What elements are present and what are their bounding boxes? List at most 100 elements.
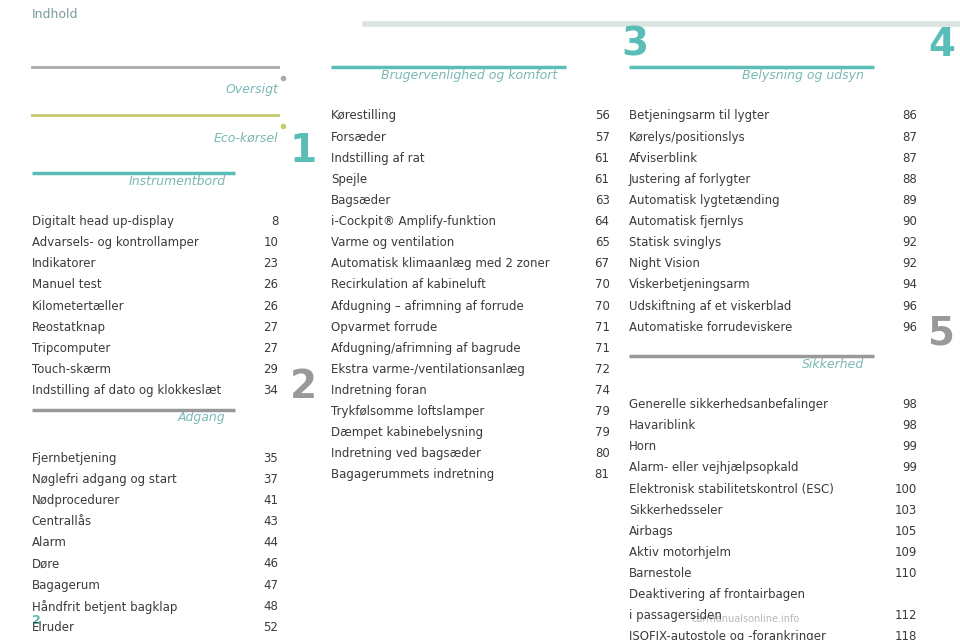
Text: Advarsels- og kontrollamper: Advarsels- og kontrollamper bbox=[32, 236, 199, 249]
Text: 4: 4 bbox=[928, 26, 955, 64]
Text: 56: 56 bbox=[595, 109, 610, 122]
Text: 86: 86 bbox=[902, 109, 917, 122]
Text: Automatiske forrudeviskere: Automatiske forrudeviskere bbox=[629, 321, 792, 333]
Text: Automatisk lygtetænding: Automatisk lygtetænding bbox=[629, 194, 780, 207]
Text: 87: 87 bbox=[902, 131, 917, 143]
Text: 27: 27 bbox=[263, 342, 278, 355]
Text: 57: 57 bbox=[595, 131, 610, 143]
Text: carmanualsonline.info: carmanualsonline.info bbox=[691, 614, 800, 624]
Text: 74: 74 bbox=[594, 384, 610, 397]
Text: Spejle: Spejle bbox=[331, 173, 368, 186]
Text: Indstilling af dato og klokkeslæt: Indstilling af dato og klokkeslæt bbox=[32, 384, 221, 397]
Text: Nødprocedurer: Nødprocedurer bbox=[32, 494, 120, 507]
Text: 99: 99 bbox=[901, 461, 917, 474]
Text: 92: 92 bbox=[901, 236, 917, 249]
Text: Alarm- eller vejhjælpsopkald: Alarm- eller vejhjælpsopkald bbox=[629, 461, 799, 474]
Text: Afviserblink: Afviserblink bbox=[629, 152, 698, 164]
Text: 96: 96 bbox=[901, 321, 917, 333]
Text: 63: 63 bbox=[595, 194, 610, 207]
Text: Statisk svinglys: Statisk svinglys bbox=[629, 236, 721, 249]
Text: Horn: Horn bbox=[629, 440, 657, 453]
Text: 70: 70 bbox=[595, 278, 610, 291]
Text: Bagagerummets indretning: Bagagerummets indretning bbox=[331, 468, 494, 481]
Text: 94: 94 bbox=[901, 278, 917, 291]
Text: Eco-kørsel: Eco-kørsel bbox=[214, 131, 278, 144]
Text: 5: 5 bbox=[928, 315, 955, 353]
Text: Automatisk fjernlys: Automatisk fjernlys bbox=[629, 215, 743, 228]
Text: 64: 64 bbox=[594, 215, 610, 228]
Text: 71: 71 bbox=[594, 342, 610, 355]
Text: Oversigt: Oversigt bbox=[226, 83, 278, 96]
Text: 99: 99 bbox=[901, 440, 917, 453]
Text: Indretning foran: Indretning foran bbox=[331, 384, 427, 397]
Text: 35: 35 bbox=[264, 452, 278, 465]
Text: Recirkulation af kabineluft: Recirkulation af kabineluft bbox=[331, 278, 486, 291]
Text: Bagsæder: Bagsæder bbox=[331, 194, 392, 207]
Text: Kørelys/positionslys: Kørelys/positionslys bbox=[629, 131, 746, 143]
Text: 23: 23 bbox=[264, 257, 278, 270]
Text: 103: 103 bbox=[895, 504, 917, 516]
Text: 37: 37 bbox=[264, 473, 278, 486]
Text: Døre: Døre bbox=[32, 557, 60, 570]
Text: 81: 81 bbox=[595, 468, 610, 481]
Text: Generelle sikkerhedsanbefalinger: Generelle sikkerhedsanbefalinger bbox=[629, 398, 828, 411]
Text: Opvarmet forrude: Opvarmet forrude bbox=[331, 321, 438, 333]
Text: 1: 1 bbox=[290, 132, 317, 170]
Text: 48: 48 bbox=[264, 600, 278, 612]
Text: Elektronisk stabilitetskontrol (ESC): Elektronisk stabilitetskontrol (ESC) bbox=[629, 483, 833, 495]
Text: Forsæder: Forsæder bbox=[331, 131, 387, 143]
Text: 90: 90 bbox=[902, 215, 917, 228]
Text: 80: 80 bbox=[595, 447, 610, 460]
Text: 10: 10 bbox=[264, 236, 278, 249]
Text: Afdugning – afrimning af forrude: Afdugning – afrimning af forrude bbox=[331, 300, 524, 312]
Text: Indretning ved bagsæder: Indretning ved bagsæder bbox=[331, 447, 481, 460]
Text: Belysning og udsyn: Belysning og udsyn bbox=[742, 69, 864, 82]
Text: 65: 65 bbox=[595, 236, 610, 249]
Text: 27: 27 bbox=[263, 321, 278, 333]
Text: 79: 79 bbox=[594, 426, 610, 439]
Text: 72: 72 bbox=[594, 363, 610, 376]
Text: Centrallås: Centrallås bbox=[32, 515, 92, 528]
Text: 92: 92 bbox=[901, 257, 917, 270]
Text: Afdugning/afrimning af bagrude: Afdugning/afrimning af bagrude bbox=[331, 342, 521, 355]
Text: 44: 44 bbox=[263, 536, 278, 549]
Text: 98: 98 bbox=[902, 398, 917, 411]
Text: Reostatknap: Reostatknap bbox=[32, 321, 106, 333]
Text: Ekstra varme-/ventilationsanlæg: Ekstra varme-/ventilationsanlæg bbox=[331, 363, 525, 376]
Text: Kilometertæller: Kilometertæller bbox=[32, 300, 124, 312]
Text: Varme og ventilation: Varme og ventilation bbox=[331, 236, 454, 249]
Text: Udskiftning af et viskerblad: Udskiftning af et viskerblad bbox=[629, 300, 791, 312]
Text: 70: 70 bbox=[595, 300, 610, 312]
Text: Bagagerum: Bagagerum bbox=[32, 579, 101, 591]
Text: 88: 88 bbox=[902, 173, 917, 186]
Text: 43: 43 bbox=[264, 515, 278, 528]
Text: Aktiv motorhjelm: Aktiv motorhjelm bbox=[629, 546, 731, 559]
Text: 26: 26 bbox=[263, 300, 278, 312]
Text: 52: 52 bbox=[264, 621, 278, 634]
Text: Trykfølsomme loftslamper: Trykfølsomme loftslamper bbox=[331, 405, 485, 418]
Text: Viskerbetjeningsarm: Viskerbetjeningsarm bbox=[629, 278, 751, 291]
Text: 100: 100 bbox=[895, 483, 917, 495]
Text: 61: 61 bbox=[594, 152, 610, 164]
Text: Fjernbetjening: Fjernbetjening bbox=[32, 452, 117, 465]
Text: 3: 3 bbox=[621, 26, 648, 64]
Text: Nøglefri adgang og start: Nøglefri adgang og start bbox=[32, 473, 177, 486]
Text: Night Vision: Night Vision bbox=[629, 257, 700, 270]
Text: Elruder: Elruder bbox=[32, 621, 75, 634]
Text: ISOFIX-autostole og -forankringer: ISOFIX-autostole og -forankringer bbox=[629, 630, 826, 640]
Text: 89: 89 bbox=[902, 194, 917, 207]
Text: Touch-skærm: Touch-skærm bbox=[32, 363, 110, 376]
Text: 29: 29 bbox=[263, 363, 278, 376]
Text: Betjeningsarm til lygter: Betjeningsarm til lygter bbox=[629, 109, 769, 122]
Text: Barnestole: Barnestole bbox=[629, 567, 692, 580]
Text: Deaktivering af frontairbagen: Deaktivering af frontairbagen bbox=[629, 588, 804, 601]
Text: 71: 71 bbox=[594, 321, 610, 333]
Text: Kørestilling: Kørestilling bbox=[331, 109, 397, 122]
Text: Dæmpet kabinebelysning: Dæmpet kabinebelysning bbox=[331, 426, 483, 439]
Text: 96: 96 bbox=[901, 300, 917, 312]
Text: Adgang: Adgang bbox=[178, 412, 226, 424]
Text: 105: 105 bbox=[895, 525, 917, 538]
Text: 67: 67 bbox=[594, 257, 610, 270]
Text: 2: 2 bbox=[290, 369, 317, 406]
Text: 61: 61 bbox=[594, 173, 610, 186]
